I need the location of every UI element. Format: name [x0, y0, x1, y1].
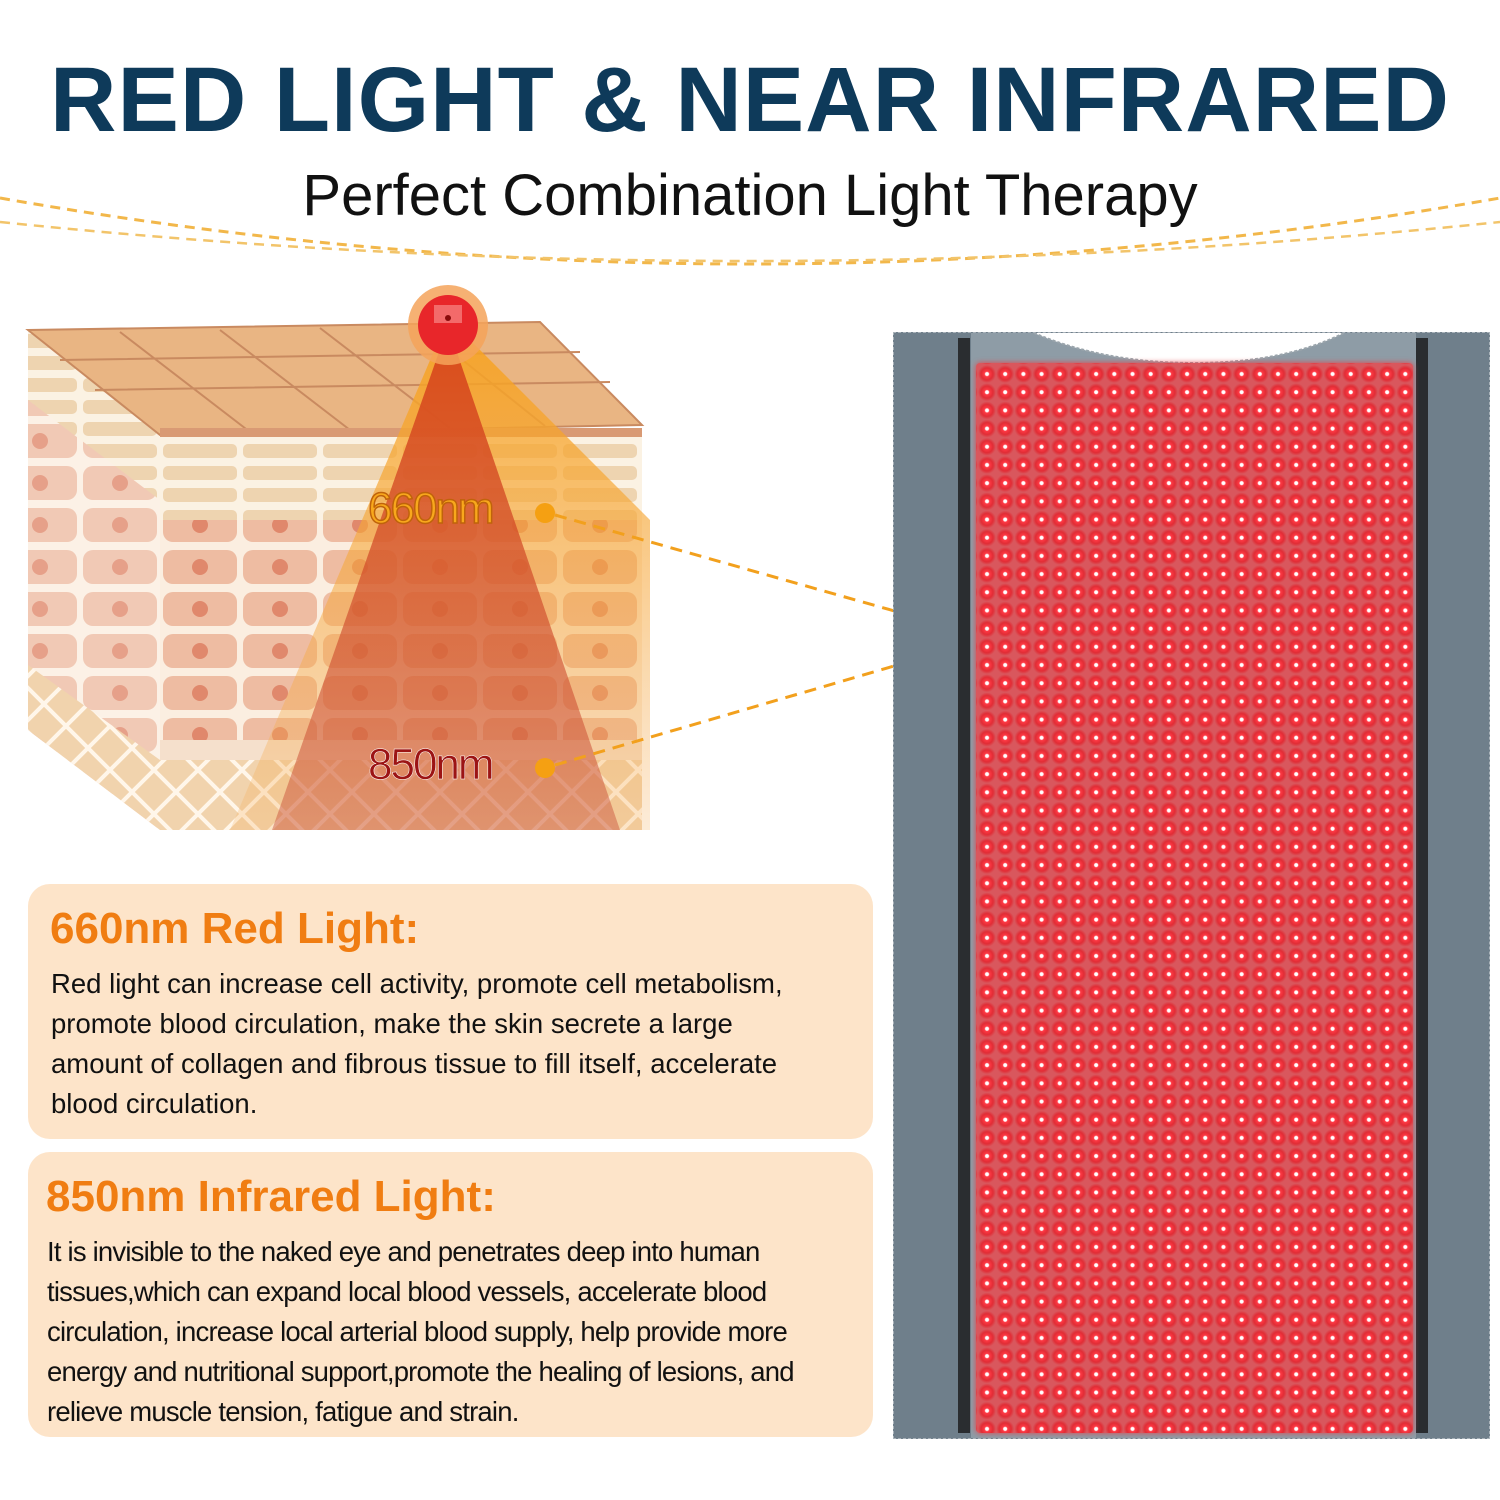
- card-heading: 660nm Red Light:: [50, 904, 420, 953]
- card-line: Red light can increase cell activity, pr…: [51, 968, 783, 999]
- card-red-light: 660nm Red Light: Red light can increase …: [28, 884, 873, 1139]
- card-line: tissues,which can expand local blood ves…: [47, 1276, 767, 1307]
- page-title: RED LIGHT & NEAR INFRARED: [50, 49, 1450, 151]
- card-line: blood circulation.: [51, 1088, 258, 1119]
- label-660nm: 660nm: [367, 483, 495, 534]
- led-array: [976, 363, 1413, 1433]
- card-line: circulation, increase local arterial blo…: [47, 1316, 788, 1347]
- led-therapy-pad: [893, 332, 1490, 1439]
- page-subtitle: Perfect Combination Light Therapy: [302, 163, 1198, 228]
- pad-top-wave: [971, 333, 1416, 365]
- label-850nm: 850nm: [368, 740, 495, 790]
- card-heading: 850nm Infrared Light:: [46, 1172, 496, 1221]
- pad-left-strap: [958, 338, 970, 1433]
- card-line: relieve muscle tension, fatigue and stra…: [47, 1396, 519, 1427]
- card-infrared-light: 850nm Infrared Light: It is invisible to…: [28, 1152, 873, 1437]
- card-line: promote blood circulation, make the skin…: [51, 1008, 733, 1039]
- card-text: It is invisible to the naked eye and pen…: [47, 1232, 795, 1432]
- card-text: Red light can increase cell activity, pr…: [51, 964, 783, 1124]
- card-line: amount of collagen and fibrous tissue to…: [51, 1048, 778, 1079]
- pad-right-strap: [1416, 338, 1428, 1433]
- card-line: It is invisible to the naked eye and pen…: [47, 1236, 760, 1267]
- card-line: energy and nutritional support,promote t…: [47, 1356, 795, 1387]
